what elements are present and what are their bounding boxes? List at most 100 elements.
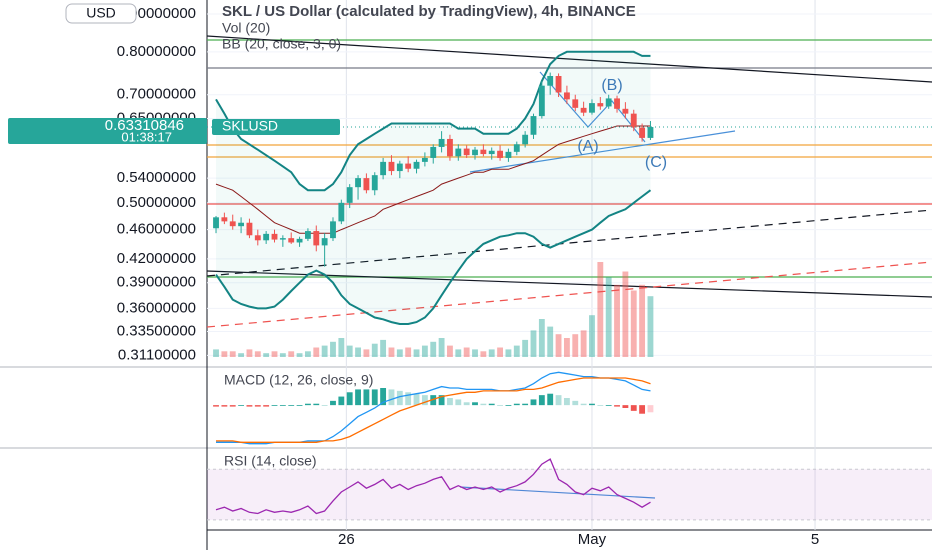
macd-histogram-bar xyxy=(330,400,336,406)
volume-bar xyxy=(338,338,345,357)
macd-histogram-bar xyxy=(263,405,270,407)
candle-body xyxy=(271,233,278,240)
candle-body xyxy=(488,150,495,155)
volume-bar xyxy=(472,349,478,357)
volume-bar xyxy=(488,349,495,357)
volume-bar xyxy=(279,353,286,357)
macd-histogram-bar xyxy=(572,400,579,406)
y-tick-label: 0.31100000 xyxy=(118,346,196,363)
drawings xyxy=(206,35,932,499)
macd-histogram-bar xyxy=(380,388,387,406)
macd-histogram-bar xyxy=(413,393,420,406)
macd-histogram-bar xyxy=(580,403,587,406)
volume-bar xyxy=(463,347,470,357)
x-tick-label: 26 xyxy=(338,531,355,548)
y-tick-label: 0.50000000 xyxy=(117,194,196,211)
currency-badge[interactable] xyxy=(65,3,137,24)
candle-body xyxy=(463,148,470,156)
last-price-badge xyxy=(8,118,207,145)
volume-bar xyxy=(630,290,637,357)
volume-bar xyxy=(455,349,462,357)
symbol-badge xyxy=(212,119,340,136)
candle-body xyxy=(238,222,245,227)
candle-body xyxy=(229,221,236,227)
candle-body xyxy=(597,103,604,107)
macd-histogram-bar xyxy=(480,403,487,406)
candle-body xyxy=(296,238,303,243)
volume-bar xyxy=(547,326,554,357)
volume-bar xyxy=(555,334,562,357)
volume-bar xyxy=(388,347,395,357)
y-tick-label: 0.54000000 xyxy=(117,169,196,186)
macd-histogram-bar xyxy=(363,389,370,406)
legend-entry: BB (20, close, 3, 0) xyxy=(222,36,341,52)
candle-body xyxy=(254,235,261,241)
macd-histogram-bar xyxy=(647,405,654,413)
candle-body xyxy=(605,98,612,107)
volume-bar xyxy=(271,351,278,357)
candle-body xyxy=(563,92,570,100)
wave-pattern xyxy=(539,71,646,143)
x-tick-label: 5 xyxy=(811,531,819,548)
trend-line xyxy=(206,35,932,83)
bb-upper xyxy=(215,50,651,192)
macd-histogram-bar xyxy=(630,405,637,411)
candle-body xyxy=(213,217,219,229)
candle-body xyxy=(513,144,520,152)
pattern-label: (B) xyxy=(601,77,622,94)
candle-body xyxy=(430,146,437,158)
macd-histogram-bar xyxy=(447,398,453,406)
volume-bar xyxy=(639,284,646,357)
macd-histogram-bar xyxy=(589,403,595,406)
y-tick-label: 0.80000000 xyxy=(117,43,196,60)
macd-histogram-bar xyxy=(614,405,620,407)
volume-bar xyxy=(296,353,303,357)
volume-bar xyxy=(497,347,503,357)
y-tick-label: 0.39000000 xyxy=(117,274,196,291)
candle-body xyxy=(572,99,579,108)
volume-bar xyxy=(330,341,336,357)
macd-histogram-bar xyxy=(313,403,320,406)
macd-histogram-bar xyxy=(396,390,403,406)
trend-line xyxy=(206,261,932,328)
macd-histogram-bar xyxy=(296,405,303,406)
volume-bar xyxy=(589,315,595,357)
volume-bar xyxy=(213,349,219,357)
volume-bar xyxy=(530,330,537,357)
y-tick-label: 0.90000000 xyxy=(117,5,196,22)
candle-body xyxy=(589,103,595,113)
macd-histogram-bar xyxy=(355,389,361,406)
candle-body xyxy=(505,151,512,158)
macd-histogram-bar xyxy=(497,405,503,406)
rsi-band xyxy=(207,469,932,520)
macd-histogram-bar xyxy=(279,405,286,406)
candle-body xyxy=(614,98,620,109)
volume-bar xyxy=(513,345,520,357)
macd-histogram-bar xyxy=(563,398,570,406)
volume-bar xyxy=(605,277,612,357)
macd-histogram-bar xyxy=(530,399,537,406)
macd-histogram-bar xyxy=(622,405,629,408)
volume-bar xyxy=(614,284,620,357)
macd-histogram-bar xyxy=(463,402,470,406)
countdown-label: 01:38:17 xyxy=(121,129,172,144)
candle-body xyxy=(413,161,420,169)
volume-bar xyxy=(522,339,529,357)
trend-line xyxy=(206,209,932,277)
macd-histogram-bar xyxy=(304,403,311,406)
candle-body xyxy=(355,178,361,188)
rsi-line xyxy=(215,458,651,515)
currency-label: USD xyxy=(86,5,116,21)
candle-body xyxy=(547,76,554,86)
candle-body xyxy=(380,161,387,176)
volume-bar xyxy=(263,353,270,357)
y-tick-label: 0.70000000 xyxy=(117,86,196,103)
macd-histogram-bar xyxy=(246,405,253,407)
y-tick-label: 0.42000000 xyxy=(117,250,196,267)
volume-bar xyxy=(221,351,228,357)
candle-body xyxy=(221,217,228,222)
y-tick-label: 0.36000000 xyxy=(117,299,196,316)
macd-histogram-bar xyxy=(597,405,604,406)
